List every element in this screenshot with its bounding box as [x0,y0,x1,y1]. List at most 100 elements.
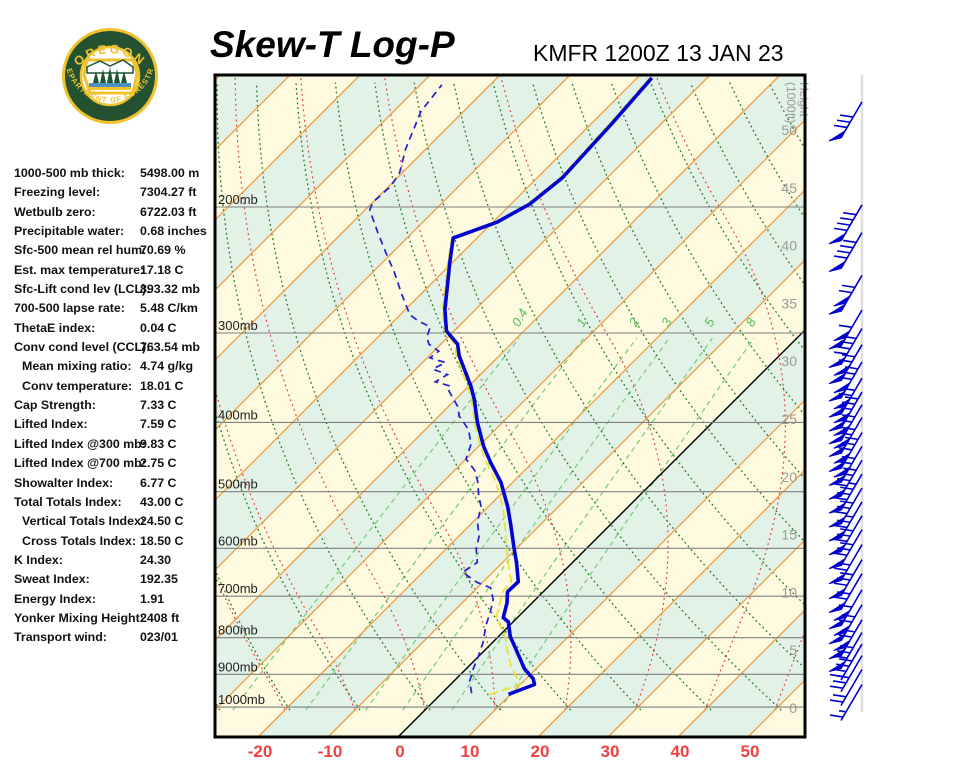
wind-barb [828,432,863,473]
index-label: Yonker Mixing Height: [14,610,144,625]
svg-text:0: 0 [789,700,797,716]
index-label: Wetbulb zero: [14,204,96,219]
svg-text:15: 15 [781,527,797,543]
index-value: 0.04 C [140,320,177,335]
index-label: Cross Totals Index: [22,533,137,548]
svg-text:600mb: 600mb [218,533,258,548]
index-value: 5498.00 m [140,166,200,180]
index-value: 192.35 [140,572,178,587]
index-value: 5.48 C/km [140,301,198,316]
index-value: 023/01 [140,630,178,645]
wind-barb [828,459,863,500]
temperature-axis-labels: -20 -10 0 10 20 30 40 50 [248,742,760,761]
wind-barb [829,669,863,706]
index-label: K Index: [14,552,63,567]
index-row: Sfc-500 mean rel hum: 70.69 % [14,241,210,260]
svg-text:45: 45 [781,180,797,196]
svg-text:700mb: 700mb [218,581,258,596]
index-value: 763.54 mb [140,340,200,355]
pressure-labels: 200mb 300mb 400mb 500mb 600mb 700mb 800mb 900mb… [218,192,265,707]
svg-text:1000mb: 1000mb [218,692,265,707]
index-label: 700-500 lapse rate: [14,301,125,316]
svg-text:10: 10 [461,742,480,761]
wind-barb [828,309,863,350]
index-value: 9.83 C [140,436,177,451]
index-value: 24.30 [140,552,172,567]
index-row: Vertical Totals Index: 24.50 C [14,512,210,531]
index-row: ThetaE index: 0.04 C [14,319,210,338]
index-label: Transport wind: [14,630,107,645]
index-row: Yonker Mixing Height: 2408 ft [14,609,210,628]
index-row: Precipitable water: 0.68 inches [14,222,210,241]
svg-text:30: 30 [601,742,620,761]
index-row: Conv cond level (CCL): 763.54 mb [14,338,210,357]
svg-text:40: 40 [671,742,690,761]
indices-panel: 1000-500 mb thick: 5498.00 m Freezing le… [14,164,210,648]
svg-text:-20: -20 [248,742,273,761]
index-row: Cap Strength: 7.33 C [14,396,210,415]
svg-text:0: 0 [395,742,404,761]
index-label: Vertical Totals Index: [22,514,146,529]
index-label: Est. max temperature: [14,262,145,277]
index-label: Sfc-Lift cond lev (LCL): [14,282,151,297]
index-value: 43.00 C [140,494,184,509]
wind-barb [829,643,863,681]
index-row: Transport wind: 023/01 [14,628,210,647]
index-row: Lifted Index: 7.59 C [14,415,210,434]
wind-barb [828,274,863,315]
svg-text:10: 10 [781,584,797,600]
index-label: Sweat Index: [14,572,90,587]
wind-barb [828,328,863,368]
odf-logo-seal: OREGON DEPARTMENT OF FORESTRY [45,15,158,124]
wind-barb [829,684,863,721]
index-value: 1.91 [140,591,165,606]
index-row: Cross Totals Index: 18.50 C [14,532,210,551]
svg-text:800mb: 800mb [218,623,258,638]
wind-barb [828,204,863,245]
index-label: 1000-500 mb thick: [14,166,125,180]
index-value: 18.50 C [140,533,184,548]
index-value: 2408 ft [140,610,180,625]
svg-text:40: 40 [781,238,797,254]
index-label: Sfc-500 mean rel hum: [14,243,147,258]
dry-adiabats [215,82,805,711]
svg-text:200mb: 200mb [218,192,258,207]
wind-barb [828,529,863,570]
index-label: Freezing level: [14,185,101,200]
index-label: Lifted Index @300 mb: [14,436,146,451]
index-label: Cap Strength: [14,398,96,413]
svg-text:-10: -10 [318,742,343,761]
temperature-trace [443,76,654,697]
wind-barb [828,417,863,457]
index-label: Total Totals Index: [14,494,122,509]
wind-barb [828,604,863,645]
index-label: Showalter Index: [14,475,114,490]
index-row: Showalter Index: 6.77 C [14,474,210,493]
index-label: Precipitable water: [14,224,125,239]
wind-barb [828,473,863,514]
index-value: 0.68 inches [140,224,207,239]
wind-barb [828,573,863,614]
index-row: Sfc-Lift cond lev (LCL): 893.32 mb [14,280,210,299]
wind-barb [828,101,863,142]
wind-barb [828,544,863,585]
index-value: 7.59 C [140,417,177,432]
svg-text:20: 20 [781,469,797,485]
index-label: Conv temperature: [22,378,133,393]
svg-text:900mb: 900mb [218,659,258,674]
wind-barb [828,589,863,630]
index-row: Wetbulb zero: 6722.03 ft [14,203,210,222]
wind-barb [828,361,863,402]
index-row: Freezing level: 7304.27 ft [14,183,210,202]
index-value: 7.33 C [140,398,177,413]
seal-emblem [82,58,139,95]
index-value: 6722.03 ft [140,204,197,219]
svg-text:30: 30 [781,353,797,369]
index-value: 893.32 mb [140,282,200,297]
index-row: Energy Index: 1.91 [14,590,210,609]
index-label: ThetaE index: [14,320,96,335]
index-value: 17.18 C [140,262,184,277]
